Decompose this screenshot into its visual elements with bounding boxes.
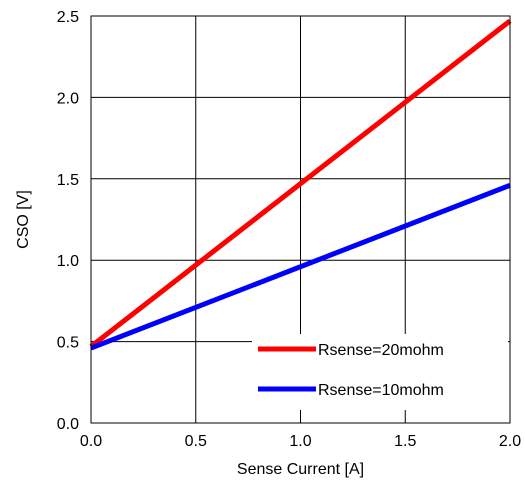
x-tick-label: 1.5 <box>394 433 416 450</box>
x-axis-label: Sense Current [A] <box>237 461 364 478</box>
y-tick-label: 0.5 <box>57 335 79 352</box>
legend: Rsense=20mohm Rsense=10mohm <box>252 334 508 410</box>
y-tick-label: 1.0 <box>57 253 79 270</box>
series-line-rsense-20mohm <box>89 18 512 349</box>
x-tick-label: 0.5 <box>185 433 207 450</box>
x-tick-label: 0.0 <box>80 433 102 450</box>
y-tick-label: 0.0 <box>57 416 79 433</box>
series-line-rsense-10mohm <box>90 182 511 351</box>
tick-labels: 0.0 0.5 1.0 1.5 2.0 0.0 0.5 1.0 1.5 2.0 2.5 <box>57 9 521 450</box>
y-tick-label: 2.5 <box>57 9 79 26</box>
plot-area-border <box>90 15 511 424</box>
y-tick-label: 2.0 <box>57 90 79 107</box>
x-tick-label: 1.0 <box>289 433 311 450</box>
series-lines <box>89 18 512 351</box>
legend-label-rsense-20mohm: Rsense=20mohm <box>318 342 444 359</box>
x-tick-label: 2.0 <box>499 433 521 450</box>
y-tick-label: 1.5 <box>57 172 79 189</box>
y-axis-label: CSO [V] <box>15 190 32 249</box>
legend-label-rsense-10mohm: Rsense=10mohm <box>318 382 444 399</box>
